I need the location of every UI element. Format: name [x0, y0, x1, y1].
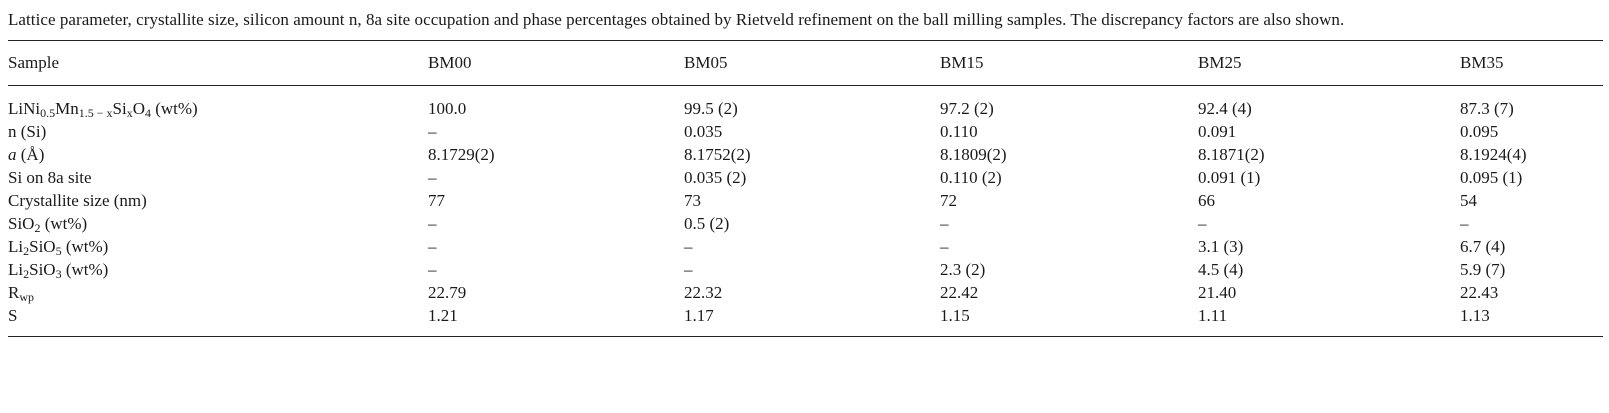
row-label: LiNi0.5Mn1.5 − xSixO4 (wt%): [8, 99, 198, 120]
column-header: BM25: [1198, 40, 1460, 86]
table-cell: –: [1460, 214, 1469, 233]
table-cell: 4.5 (4): [1198, 260, 1244, 279]
table-row: SiO2 (wt%) – 0.5 (2) – – –: [8, 212, 1603, 235]
table-cell: 3.1 (3): [1198, 237, 1244, 256]
table-row: Crystallite size (nm) 77 73 72 66 54: [8, 189, 1603, 212]
table-cell: 99.5 (2): [684, 99, 738, 118]
table-row: LiNi0.5Mn1.5 − xSixO4 (wt%) 100.0 99.5 (…: [8, 86, 1603, 121]
table-cell: 1.15: [940, 304, 1198, 337]
table-cell: 0.5 (2): [684, 214, 730, 233]
table-row: Li2SiO3 (wt%) – – 2.3 (2) 4.5 (4) 5.9 (7…: [8, 258, 1603, 281]
table-cell: 8.1729(2): [428, 145, 495, 164]
table-cell: –: [428, 122, 437, 141]
table-cell: –: [940, 214, 949, 233]
row-label: Crystallite size (nm): [8, 191, 147, 210]
table-row: S 1.21 1.17 1.15 1.11 1.13: [8, 304, 1603, 337]
table-cell: 0.110 (2): [940, 168, 1002, 187]
table-cell: 0.035: [684, 122, 723, 141]
table-row: a (Å) 8.1729(2) 8.1752(2) 8.1809(2) 8.18…: [8, 143, 1603, 166]
row-label: a (Å): [8, 145, 45, 164]
table-cell: 8.1924(4): [1460, 145, 1527, 164]
table-cell: 6.7 (4): [1460, 237, 1506, 256]
column-header: BM00: [428, 40, 684, 86]
row-label: Rwp: [8, 283, 35, 304]
table-row: Rwp 22.79 22.32 22.42 21.40 22.43: [8, 281, 1603, 304]
table-cell: –: [684, 260, 693, 279]
row-label: S: [8, 304, 428, 337]
table-cell: 1.13: [1460, 304, 1603, 337]
table-cell: 72: [940, 191, 957, 210]
table-cell: 5.9 (7): [1460, 260, 1506, 279]
table-cell: 54: [1460, 191, 1477, 210]
table-cell: 73: [684, 191, 701, 210]
table-cell: 0.035 (2): [684, 168, 747, 187]
table-cell: –: [684, 237, 693, 256]
column-header: BM15: [940, 40, 1198, 86]
table-cell: 87.3 (7): [1460, 99, 1514, 118]
table-cell: 0.095: [1460, 122, 1499, 141]
row-label: Li2SiO5 (wt%): [8, 237, 109, 258]
table-cell: 77: [428, 191, 445, 210]
table-cell: 22.42: [940, 283, 979, 302]
table-cell: 1.21: [428, 304, 684, 337]
table-row: n (Si) – 0.035 0.110 0.091 0.095: [8, 120, 1603, 143]
table-cell: –: [428, 214, 437, 233]
table-cell: 2.3 (2): [940, 260, 986, 279]
table-cell: 0.091: [1198, 122, 1237, 141]
table-cell: 8.1871(2): [1198, 145, 1265, 164]
table-cell: 1.17: [684, 304, 940, 337]
table-cell: –: [428, 260, 437, 279]
table-cell: 8.1809(2): [940, 145, 1007, 164]
table-cell: –: [940, 237, 949, 256]
results-table: Sample BM00 BM05 BM15 BM25 BM35 LiNi0.5M…: [8, 40, 1603, 337]
table-cell: –: [428, 237, 437, 256]
column-header: BM05: [684, 40, 940, 86]
table-cell: 22.79: [428, 283, 467, 302]
table-cell: 100.0: [428, 99, 467, 118]
row-label: SiO2 (wt%): [8, 214, 88, 235]
row-label: Si on 8a site: [8, 168, 92, 187]
table-cell: –: [1198, 214, 1207, 233]
table-cell: 66: [1198, 191, 1215, 210]
table-cell: 97.2 (2): [940, 99, 994, 118]
table-cell: 0.091 (1): [1198, 168, 1261, 187]
table-cell: 92.4 (4): [1198, 99, 1252, 118]
table-row: Si on 8a site – 0.035 (2) 0.110 (2) 0.09…: [8, 166, 1603, 189]
table-cell: 22.32: [684, 283, 723, 302]
table-cell: 8.1752(2): [684, 145, 751, 164]
table-figure: Lattice parameter, crystallite size, sil…: [8, 10, 1603, 337]
row-label: Li2SiO3 (wt%): [8, 260, 109, 281]
table-cell: 0.110: [940, 122, 978, 141]
table-cell: –: [428, 168, 437, 187]
row-label: n (Si): [8, 122, 47, 141]
table-header-row: Sample BM00 BM05 BM15 BM25 BM35: [8, 40, 1603, 86]
table-cell: 1.11: [1198, 304, 1460, 337]
column-header: BM35: [1460, 40, 1603, 86]
table-row: Li2SiO5 (wt%) – – – 3.1 (3) 6.7 (4): [8, 235, 1603, 258]
column-header: Sample: [8, 40, 428, 86]
table-caption: Lattice parameter, crystallite size, sil…: [8, 10, 1345, 29]
table-cell: 21.40: [1198, 283, 1237, 302]
table-cell: 0.095 (1): [1460, 168, 1523, 187]
table-cell: 22.43: [1460, 283, 1499, 302]
